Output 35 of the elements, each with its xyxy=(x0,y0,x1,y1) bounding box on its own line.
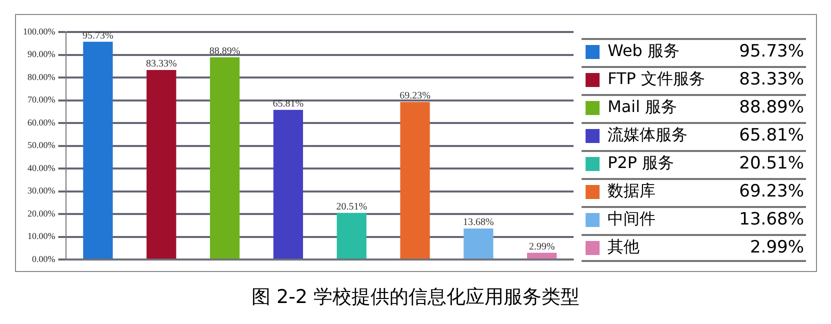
legend-label: Web 服务 xyxy=(608,41,680,60)
legend-label: Mail 服务 xyxy=(608,97,678,116)
legend-label: 数据库 xyxy=(608,181,656,200)
text: 69.23% xyxy=(739,181,804,202)
y-tick-label: 40.00% xyxy=(27,162,56,173)
text: 95.73% xyxy=(739,41,804,62)
text: 图 2-2 学校提供的信息化应用服务类型 xyxy=(250,285,581,310)
text: 2.99% xyxy=(750,237,804,258)
y-tick-label: 60.00% xyxy=(27,117,56,128)
legend-label: 流媒体服务 xyxy=(608,125,688,144)
y-tick-label: 30.00% xyxy=(27,186,56,196)
data-label: 83.33% xyxy=(146,58,177,70)
y-tick-label: 80.00% xyxy=(27,72,56,82)
text: 65.81% xyxy=(739,125,804,146)
y-tick-label: 90.00% xyxy=(27,49,56,60)
text: 88.89% xyxy=(739,97,804,118)
data-label: 2.99% xyxy=(528,241,555,252)
data-label: 65.81% xyxy=(272,98,304,110)
data-label: 69.23% xyxy=(400,90,430,102)
text: 83.33% xyxy=(739,69,804,90)
y-tick-label: 70.00% xyxy=(27,94,56,105)
data-label: 95.73% xyxy=(82,30,114,42)
legend-label: P2P 服务 xyxy=(608,153,674,172)
legend-label: 中间件 xyxy=(608,209,656,228)
y-tick-label: 100.00% xyxy=(22,26,56,36)
legend-label: 其他 xyxy=(608,237,640,256)
data-label: 20.51% xyxy=(336,202,368,213)
legend-label: FTP 文件服务 xyxy=(608,69,706,88)
y-tick-label: 20.00% xyxy=(27,208,56,218)
data-label: 13.68% xyxy=(463,217,494,228)
text: 20.51% xyxy=(739,153,804,174)
text: 13.68% xyxy=(739,209,804,230)
y-tick-label: 10.00% xyxy=(27,231,56,242)
y-tick-label: 0.00% xyxy=(32,254,56,264)
y-tick-label: 50.00% xyxy=(27,140,56,150)
